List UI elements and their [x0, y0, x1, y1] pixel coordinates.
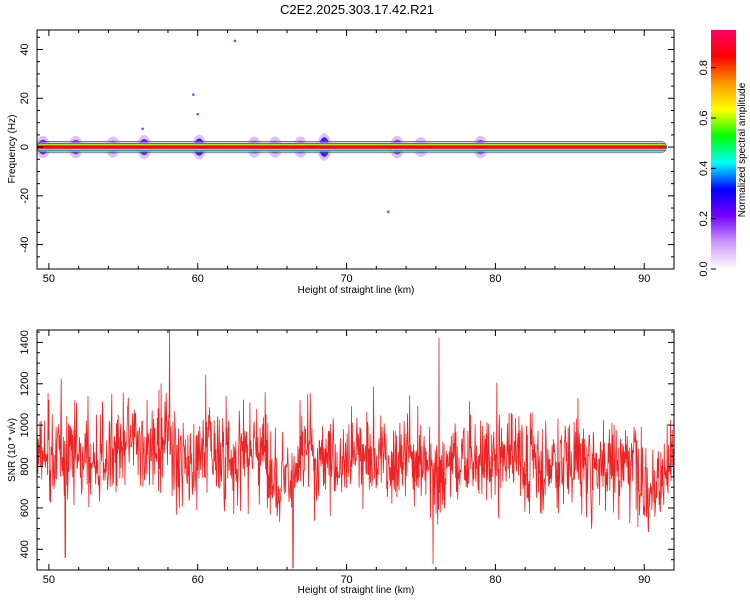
snr-data: [37, 330, 674, 569]
spectral-speck: [386, 210, 390, 213]
spectrogram-x-tick-label: 80: [489, 273, 501, 285]
figure-title: C2E2.2025.303.17.42.R21: [280, 2, 434, 17]
spectral-speck: [196, 112, 200, 116]
snr-frame: [36, 329, 675, 571]
snr-y-tick-label: 1400: [19, 330, 31, 354]
spectrogram-x-tick-label: 70: [340, 273, 352, 285]
spectrogram-y-tick-label: 40: [19, 43, 31, 55]
snr-y-tick-label: 400: [19, 540, 31, 558]
spectral-speck: [191, 93, 195, 96]
snr-x-label: Height of straight line (km): [298, 585, 415, 596]
spectrogram-y-tick-label: 0: [19, 144, 31, 150]
spectrogram-ticks: 50 60 70 80 90 -40 -20 0 20 40: [19, 30, 675, 285]
spectral-band: [37, 145, 667, 149]
spectral-band-outline: [37, 141, 667, 154]
snr-x-tick-label: 80: [489, 574, 501, 586]
colorbar-ticks: 0.0 0.2 0.4 0.6 0.8: [698, 60, 716, 277]
colorbar-tick-label: 0.0: [698, 261, 710, 276]
colorbar: 0.0 0.2 0.4 0.6 0.8 Normalized spectral ampl…: [698, 30, 748, 277]
snr-x-tick-label: 70: [340, 574, 352, 586]
spectrogram-y-label: Frequency (Hz): [7, 115, 18, 184]
snr-y-label: SNR (10 * v/v): [7, 418, 18, 482]
snr-y-tick-label: 600: [19, 499, 31, 517]
spectrogram-frame: [36, 29, 675, 270]
snr-y-tick-label: 1200: [19, 372, 31, 396]
snr-y-tick-label: 1000: [19, 413, 31, 437]
snr-panel: 50 60 70 80 90 400 600 800 1000 1200 1400 Height o…: [7, 329, 675, 596]
colorbar-tick-label: 0.2: [698, 211, 710, 226]
spectrogram-panel: 50 60 70 80 90 -40 -20 0 20 40 Height of straight…: [7, 29, 675, 296]
spectrogram-x-tick-label: 50: [43, 273, 55, 285]
snr-x-tick-label: 50: [43, 574, 55, 586]
colorbar-tick-label: 0.8: [698, 60, 710, 75]
snr-x-tick-label: 90: [638, 574, 650, 586]
snr-x-tick-label: 60: [192, 574, 204, 586]
spectrogram-data: [37, 39, 667, 213]
spectral-speck: [233, 39, 237, 43]
colorbar-tick-label: 0.4: [698, 161, 710, 176]
spectrogram-x-label: Height of straight line (km): [298, 285, 415, 296]
spectrogram-y-tick-label: -40: [19, 237, 31, 253]
spectrogram-y-tick-label: 20: [19, 92, 31, 104]
spectrogram-x-tick-label: 90: [638, 273, 650, 285]
snr-ticks: 50 60 70 80 90 400 600 800 1000 1200 1400: [19, 330, 675, 586]
colorbar-gradient: [711, 30, 736, 269]
spectrogram-y-tick-label: -20: [19, 188, 31, 204]
colorbar-label: Normalized spectral amplitude: [737, 82, 748, 217]
colorbar-tick-label: 0.6: [698, 110, 710, 125]
snr-series-line: [37, 330, 674, 569]
spectral-speck: [141, 127, 144, 131]
snr-y-tick-label: 800: [19, 457, 31, 475]
spectrogram-x-tick-label: 60: [192, 273, 204, 285]
